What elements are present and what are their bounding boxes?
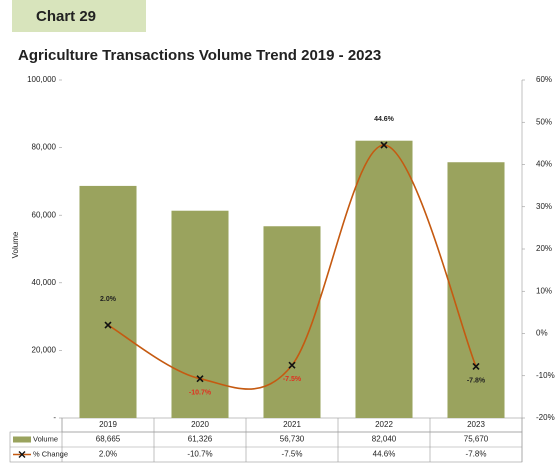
data-label: -7.8% [467, 377, 486, 384]
legend-marker [18, 451, 26, 458]
y-tick-label: 100,000 [27, 75, 56, 84]
bar [355, 140, 413, 418]
data-label: -10.7% [189, 390, 212, 397]
table-value: 61,326 [188, 435, 213, 444]
table-value: -10.7% [187, 450, 212, 459]
x-tick-label: 2023 [467, 420, 485, 429]
y2-tick-label: 40% [536, 160, 552, 169]
data-label: 2.0% [100, 296, 117, 303]
y2-tick-label: 20% [536, 244, 552, 253]
y2-tick-label: 0% [536, 329, 548, 338]
x-tick-label: 2020 [191, 420, 209, 429]
table-value: 44.6% [373, 450, 396, 459]
table-value: -7.8% [466, 450, 487, 459]
table-value: 75,670 [464, 435, 489, 444]
x-tick-label: 2021 [283, 420, 301, 429]
chart-title: Agriculture Transactions Volume Trend 20… [18, 47, 381, 64]
y2-tick-label: 30% [536, 202, 552, 211]
header-box [12, 0, 146, 32]
table-value: -7.5% [282, 450, 303, 459]
data-label: -7.5% [283, 376, 302, 383]
y-axis-label: Volume [11, 231, 20, 258]
y-tick-label: 80,000 [32, 143, 57, 152]
bar [79, 185, 137, 418]
y2-tick-label: -10% [536, 371, 555, 380]
y2-tick-label: -20% [536, 413, 555, 422]
bar [447, 162, 505, 418]
x-tick-label: 2019 [99, 420, 117, 429]
y-tick-label: 40,000 [32, 278, 57, 287]
table-value: 82,040 [372, 435, 397, 444]
y-tick-label: 60,000 [32, 210, 57, 219]
header: Chart 29 [36, 8, 96, 25]
y-tick-label: - [53, 413, 56, 422]
bar [171, 210, 229, 418]
marker [288, 361, 296, 369]
data-label: 44.6% [374, 116, 395, 123]
x-tick-label: 2022 [375, 420, 393, 429]
marker [380, 141, 388, 149]
y2-tick-label: 10% [536, 286, 552, 295]
marker [472, 362, 480, 371]
bar [263, 226, 321, 418]
table-value: 2.0% [99, 450, 117, 459]
legend-swatch [13, 436, 31, 443]
marker [104, 321, 112, 329]
table-value: 56,730 [280, 435, 305, 444]
legend-label: Volume [33, 434, 58, 443]
line [107, 144, 477, 390]
y-tick-label: 20,000 [32, 346, 57, 355]
marker [196, 375, 204, 383]
legend-label: % Change [33, 449, 68, 458]
table-value: 68,665 [96, 435, 121, 444]
y2-tick-label: 50% [536, 117, 552, 126]
y2-tick-label: 60% [536, 75, 552, 84]
